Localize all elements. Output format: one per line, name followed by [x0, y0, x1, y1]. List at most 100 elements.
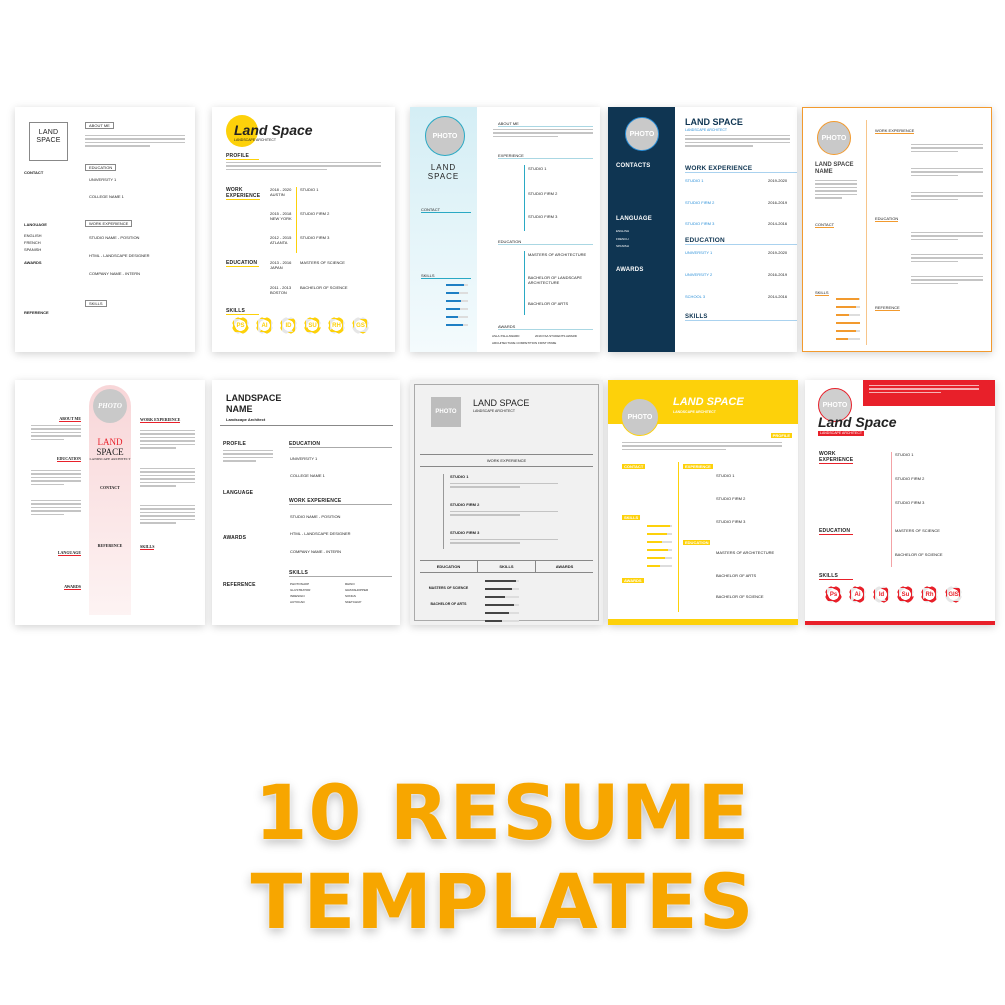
entry: BACHELOR OF ARTS	[430, 602, 467, 606]
photo-placeholder: PHOTO	[625, 117, 659, 151]
resume-subtitle: LANDSCAPE ARCHITECT	[234, 138, 277, 142]
photo-placeholder: PHOTO	[431, 397, 461, 427]
skill-circle: PS	[232, 317, 249, 334]
section-language: LANGUAGE	[223, 490, 254, 496]
skill-circle: Su	[897, 586, 914, 603]
placeholder-text	[450, 539, 558, 546]
place: BOSTON	[270, 290, 287, 295]
skill-bar	[446, 292, 468, 294]
section-reference: REFERENCE	[97, 543, 123, 548]
skill-bar	[485, 596, 519, 598]
skill-bar	[647, 557, 672, 559]
language: ENGLISH	[616, 229, 630, 233]
section-work: WORK EXPERIENCE	[226, 187, 261, 200]
placeholder-text	[911, 276, 983, 286]
entry: STUDIO 1	[300, 187, 319, 192]
section-work: WORK EXPERIENCE	[420, 454, 593, 467]
section-awards: AWARDS	[616, 267, 644, 273]
resume-name: Land Space	[818, 414, 897, 430]
date: 2016-2019	[768, 272, 788, 277]
section-work: WORK EXPERIENCE	[140, 417, 181, 423]
section-contacts: CONTACTS	[616, 163, 651, 169]
skill: ILLUSTRATOR	[290, 588, 311, 592]
name-line-2: SPACE	[96, 447, 124, 457]
placeholder-text	[869, 385, 979, 395]
section-experience: EXPERIENCE	[498, 153, 593, 159]
name-line-1: LAND	[38, 129, 59, 136]
entry: STUDIO 1	[685, 178, 704, 183]
entry: HTML - LANDSCAPE DESIGNER	[89, 253, 150, 258]
section-reference: REFERENCE	[875, 305, 900, 311]
skill-circle: Id	[873, 586, 890, 603]
resume-subtitle: LANDSCAPE ARCHITECT	[89, 457, 131, 461]
skill-circle: Ai	[849, 586, 866, 603]
skill-bar	[836, 314, 860, 316]
name-line-2: SPACE	[36, 137, 61, 144]
skill: SKETCHUP	[345, 600, 362, 604]
entry: COMPANY NAME - INTERN	[290, 549, 341, 554]
name-line-2: NAME	[815, 169, 833, 175]
section-work: WORK EXPERIENCE	[289, 498, 392, 505]
entry: STUDIO FIRM 2	[300, 211, 330, 216]
section-education: EDUCATION	[289, 441, 392, 448]
date: 2015 - 2018	[270, 211, 292, 216]
skill-bar	[485, 612, 519, 614]
section-skills: SKILLS	[85, 300, 107, 307]
placeholder-text	[450, 483, 558, 490]
photo-placeholder: PHOTO	[93, 389, 127, 423]
entry: STUDIO FIRM 2	[716, 496, 746, 501]
template-card-6[interactable]: PHOTO LAND SPACE LANDSCAPE ARCHITECT CON…	[15, 380, 205, 625]
template-card-4[interactable]: PHOTO CONTACTS LANGUAGE ENGLISH FRENCH S…	[608, 107, 797, 352]
section-about: ABOUT ME	[85, 122, 114, 129]
section-awards: AWARDS	[223, 535, 247, 541]
place: JAPAN	[270, 265, 283, 270]
section-contact: CONTACT	[24, 170, 44, 175]
section-awards: AWARDS	[555, 564, 574, 569]
section-skills: SKILLS	[226, 308, 259, 315]
skill-bar	[836, 306, 860, 308]
place: ATLANTA	[270, 240, 288, 245]
resume-name: LAND SPACE	[673, 396, 744, 408]
section-education: EDUCATION	[436, 564, 461, 569]
template-card-8[interactable]: PHOTO LAND SPACE LANDSCAPE ARCHITECT WOR…	[410, 380, 603, 625]
template-card-1[interactable]: LAND SPACE ABOUT ME EDUCATION UNIVERSITY…	[15, 107, 195, 352]
section-skills: SKILLS	[622, 515, 641, 520]
date: 2014-2016	[768, 221, 788, 226]
entry: UNIVERSITY 1	[290, 456, 318, 461]
entry: MASTERS OF SCIENCE	[300, 260, 345, 265]
date: 2014-2016	[768, 294, 788, 299]
skill-bar	[647, 565, 672, 567]
section-awards: AWARDS	[498, 324, 593, 330]
skill: AUTOCAD	[290, 600, 305, 604]
skill-bar	[836, 298, 860, 300]
entry: STUDIO FIRM 2	[450, 502, 480, 507]
section-skills: SKILLS	[815, 290, 829, 296]
template-card-2[interactable]: Land Space LANDSCAPE ARCHITECT PROFILE W…	[212, 107, 395, 352]
entry: UNIVERSITY 2	[685, 272, 713, 277]
template-card-10[interactable]: PHOTO Land Space LANDSCAPE ARCHITECT WOR…	[805, 380, 995, 625]
template-card-9[interactable]: PHOTO LAND SPACE LANDSCAPE ARCHITECT PRO…	[608, 380, 798, 625]
skill-bar	[485, 588, 519, 590]
language: SPANISH	[616, 244, 629, 248]
placeholder-text	[450, 511, 558, 518]
skill-bar	[836, 338, 860, 340]
template-card-5[interactable]: PHOTO LAND SPACE NAME CONTACT SKILLS WOR…	[802, 107, 992, 352]
name-line-1: LANDSPACE	[226, 393, 282, 403]
language: FRENCH	[616, 237, 629, 241]
entry: STUDIO NAME - POSITION	[89, 235, 140, 240]
resume-name: Land Space	[234, 122, 313, 138]
section-work: WORK EXPERIENCE	[819, 451, 854, 464]
skill-bar	[647, 525, 672, 527]
section-work: WORK EXPERIENCE	[85, 220, 133, 227]
template-card-3[interactable]: PHOTO LAND SPACE CONTACT SKILLS ABOUT ME…	[410, 107, 600, 352]
placeholder-text	[911, 192, 983, 202]
resume-subtitle: LANDSCAPE ARCHITECT	[818, 431, 865, 436]
entry: BACHELOR OF LANDSCAPE ARCHITECTURE	[528, 275, 583, 285]
section-skills: SKILLS	[289, 570, 392, 577]
section-education: EDUCATION	[56, 456, 81, 462]
skill-bar	[446, 324, 468, 326]
section-awards: AWARDS	[64, 584, 81, 590]
name-line-2: SPACE	[427, 172, 460, 181]
photo-placeholder: PHOTO	[425, 116, 465, 156]
template-card-7[interactable]: LANDSPACE NAME Landscape Architect PROFI…	[212, 380, 400, 625]
